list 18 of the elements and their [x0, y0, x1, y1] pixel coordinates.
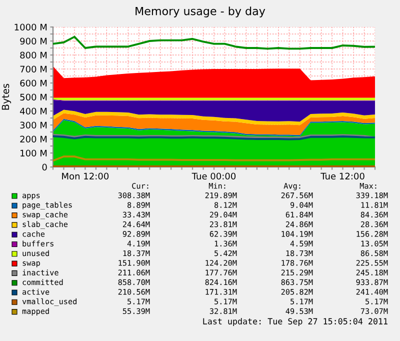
y-tick-label: 1000 M [14, 24, 47, 31]
y-tick-label: 600 M [20, 80, 47, 87]
y-tick-label: 500 M [20, 94, 47, 101]
y-tick-label: 400 M [20, 108, 47, 115]
y-tick-label: 0 [42, 164, 47, 171]
x-tick-label: Mon 12:00 [62, 172, 109, 180]
y-tick-label: 300 M [20, 122, 47, 129]
y-axis-title: Bytes [2, 84, 12, 110]
y-tick-label: 800 M [20, 52, 47, 59]
x-tick-label: Tue 00:00 [192, 172, 236, 180]
y-tick-label: 100 M [20, 150, 47, 157]
y-tick-label: 700 M [20, 66, 47, 73]
text: Last update: Tue Sep 27 15:05:04 2011 [203, 318, 388, 326]
x-tick-label: Tue 12:00 [320, 172, 364, 180]
line-series [53, 36, 375, 50]
y-tick-label: 900 M [20, 38, 47, 45]
y-tick-label: 200 M [20, 136, 47, 143]
chart-title: Memory usage - by day [136, 6, 266, 18]
